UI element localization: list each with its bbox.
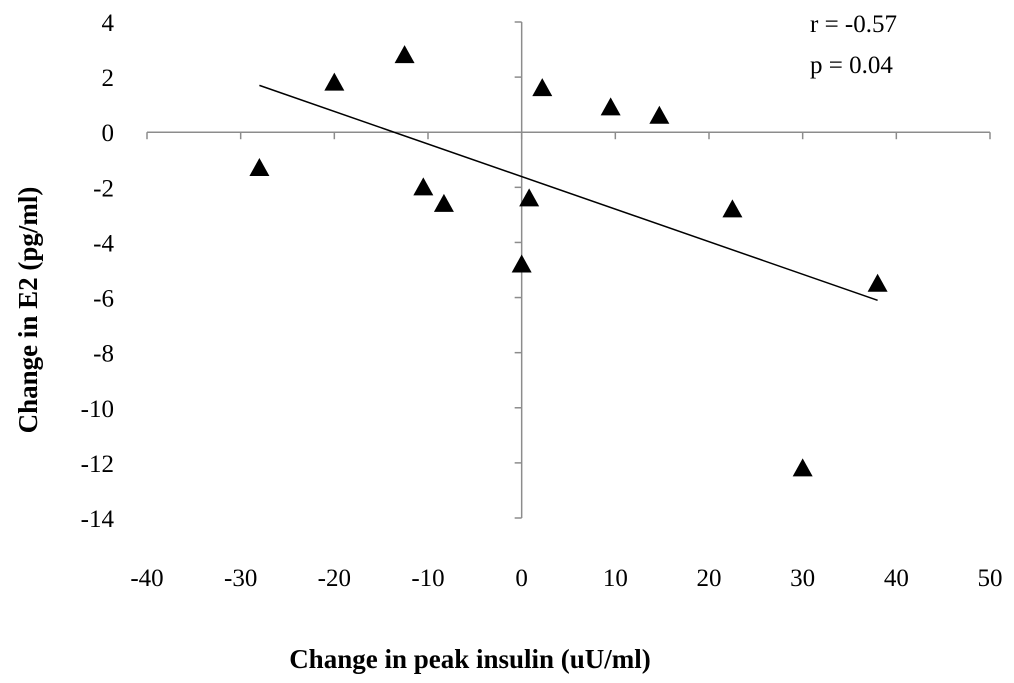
data-point <box>413 177 434 196</box>
y-tick-label: -6 <box>93 286 114 313</box>
y-tick-label: -2 <box>93 175 114 202</box>
p-annotation: p = 0.04 <box>810 52 893 79</box>
x-tick-label: 0 <box>515 565 528 592</box>
data-point <box>532 78 553 97</box>
y-tick-label: 4 <box>102 10 115 37</box>
x-tick-label: 40 <box>884 565 909 592</box>
data-point <box>867 273 888 292</box>
y-tick-label: -10 <box>81 396 114 423</box>
y-tick-label: -14 <box>81 506 115 533</box>
axes <box>146 21 991 519</box>
y-tick-label: 2 <box>102 65 115 92</box>
data-point <box>792 458 813 477</box>
data-point <box>649 105 670 124</box>
data-points <box>249 45 888 477</box>
data-point <box>249 158 270 177</box>
trendline <box>259 84 878 302</box>
y-tick-label: -12 <box>81 451 114 478</box>
y-axis-title: Change in E2 (pg/ml) <box>13 187 43 434</box>
y-tick-labels: 4 2 0 -2 -4 -6 -8 -10 -12 -14 <box>81 10 115 533</box>
x-tick-label: 50 <box>978 565 1003 592</box>
x-tick-label: -40 <box>130 565 163 592</box>
x-tick-label: 10 <box>603 565 628 592</box>
data-point <box>324 72 345 91</box>
data-point <box>394 45 415 64</box>
x-tick-label: 30 <box>790 565 815 592</box>
y-tick-label: 0 <box>102 120 115 147</box>
y-tick-label: -8 <box>93 341 114 368</box>
x-tick-label: 20 <box>697 565 722 592</box>
x-axis-title: Change in peak insulin (uU/ml) <box>289 644 651 674</box>
r-annotation: r = -0.57 <box>810 11 897 38</box>
data-point <box>600 97 621 116</box>
data-point <box>519 188 540 207</box>
x-tick-label: -10 <box>411 565 444 592</box>
data-point <box>433 193 454 212</box>
x-tick-label: -20 <box>318 565 351 592</box>
x-tick-label: -30 <box>224 565 257 592</box>
y-tick-label: -4 <box>93 230 114 257</box>
data-point <box>722 199 743 218</box>
x-tick-labels: -40 -30 -20 -10 0 10 20 30 40 50 <box>130 565 1002 592</box>
data-point <box>511 254 532 273</box>
